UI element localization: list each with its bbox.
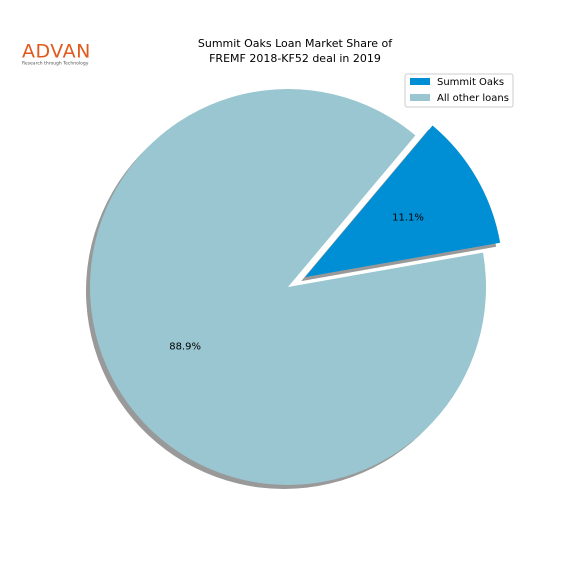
legend-box [404, 73, 514, 108]
legend: Summit Oaks All other loans [404, 73, 514, 108]
value-label: 88.9% [169, 341, 201, 352]
legend-label: Summit Oaks [437, 77, 504, 88]
logo-name: ADVAN [22, 41, 91, 63]
legend-swatch [410, 78, 430, 85]
legend-swatch [410, 94, 430, 101]
wedge [305, 125, 501, 278]
wedge [90, 89, 487, 486]
value-label: 11.1% [392, 213, 424, 224]
chart-title: FREMF 2018-KF52 deal in 2019 [209, 52, 381, 65]
pie: 11.1% 88.9% [86, 89, 501, 490]
legend-label: All other loans [437, 93, 509, 104]
chart-title: Summit Oaks Loan Market Share of [198, 37, 393, 50]
logo-tagline: Research through Technology [22, 61, 89, 67]
